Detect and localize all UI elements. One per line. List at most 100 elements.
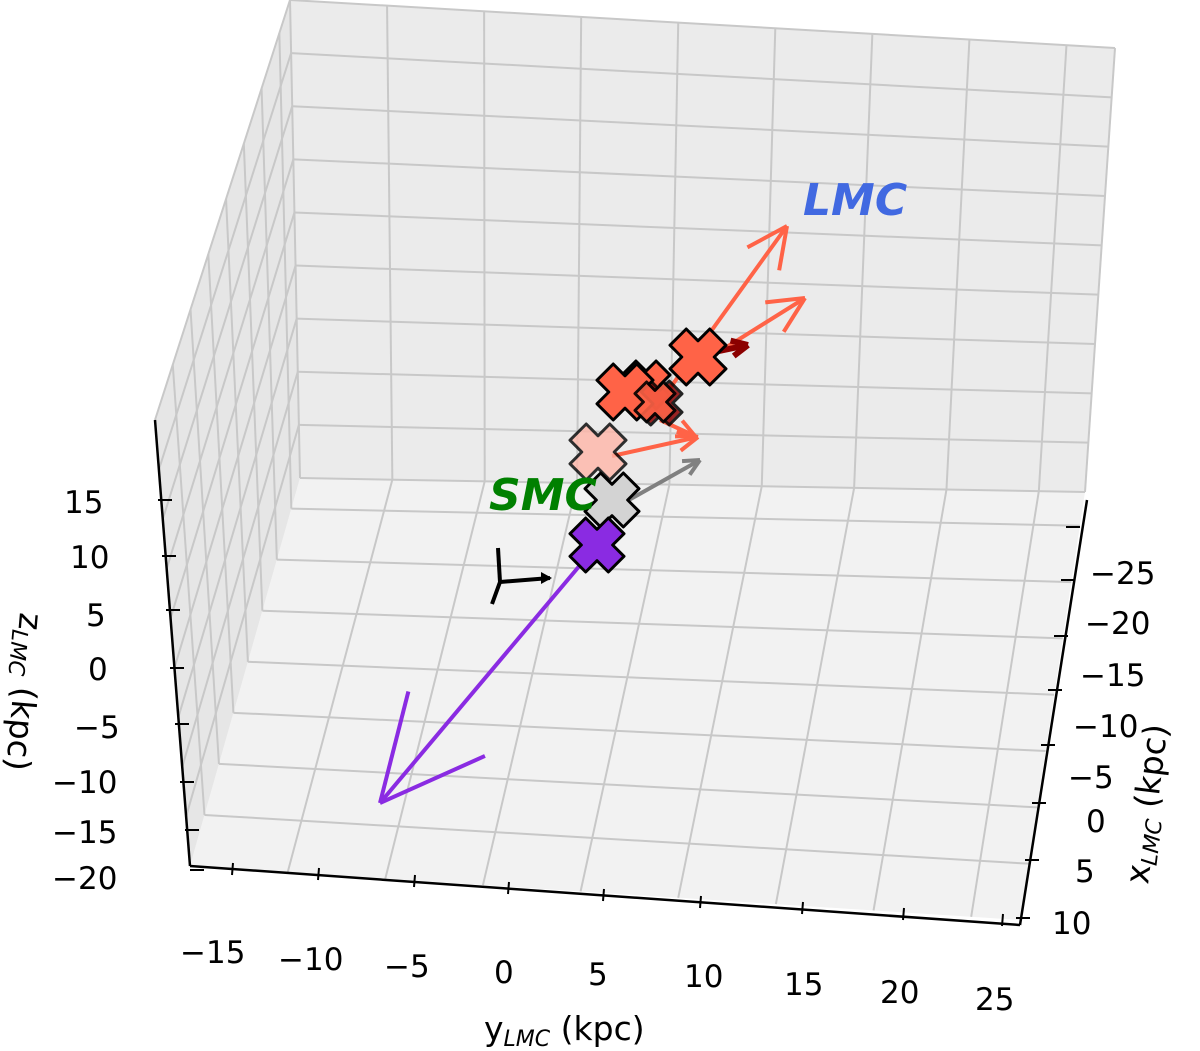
tripod-arrowhead: [541, 572, 552, 584]
z-tick-label: −10: [52, 765, 117, 801]
pane-edge: [1084, 47, 1116, 493]
arrow-darkred-head: [731, 342, 750, 359]
tick-labels: −15 −10 −5 0 5 10 15 20 25 −25 −20 −15 −10 −5 0 5 10 15 10…: [52, 485, 1155, 1018]
z-axis-label: zLMC (kpc): [0, 611, 51, 773]
data-marks: [378, 224, 807, 805]
left-gridline: [260, 88, 278, 560]
back-gridline: [483, 11, 486, 482]
y-tick-label: −15: [180, 935, 245, 971]
z-tick-label: 0: [88, 652, 108, 688]
tripod-arm: [490, 581, 502, 605]
left-gridline: [157, 52, 293, 470]
left-gridline: [185, 424, 300, 817]
arrow-grey-shaft: [619, 458, 701, 507]
floor-gridline: [233, 711, 1046, 753]
back-gridline: [295, 264, 1099, 296]
x-tick-label: 5: [1075, 854, 1095, 890]
pane-edge: [289, 0, 301, 479]
floor-gridline: [247, 660, 1055, 696]
left-gridline: [177, 318, 298, 718]
y-tick-label: 15: [784, 967, 823, 1003]
marker-purple: [568, 516, 626, 574]
z-tick-label: −5: [74, 710, 120, 746]
z-axis-line: [153, 419, 192, 867]
floor-gridline: [384, 481, 486, 879]
floor-gridline: [286, 479, 394, 873]
back-gridline: [293, 158, 1106, 197]
y-tick: [507, 881, 510, 895]
pane-edge: [299, 477, 1086, 493]
y-tick-label: 0: [494, 955, 514, 991]
y-tick: [413, 874, 416, 888]
arrow-tomato-4: [611, 429, 700, 458]
left-gridline: [161, 105, 294, 520]
x-tick-label: −5: [1068, 760, 1114, 796]
back-gridline: [292, 105, 1109, 148]
back-gridline: [297, 370, 1092, 395]
arrow-grey: [619, 458, 702, 507]
left-gridline: [169, 212, 296, 619]
tripod-arm: [496, 547, 502, 583]
arrow-tomato-4-head: [676, 429, 699, 439]
arrow-tomato-1-head: [746, 224, 788, 250]
left-gridline: [173, 265, 297, 669]
floor-gridline: [204, 813, 1029, 865]
floor-gridline: [774, 487, 856, 905]
arrow-purple: [378, 543, 599, 805]
marker-tomato-1: [668, 327, 728, 387]
x-tick-label: 0: [1086, 804, 1106, 840]
y-tick: [801, 901, 804, 915]
arrow-tomato-1-head: [777, 225, 789, 271]
left-gridline: [165, 159, 295, 569]
grid-panes: [154, 0, 1116, 920]
y-tick: [231, 862, 234, 876]
pane-edge: [289, 0, 1116, 49]
annotation-lmc: LMC: [803, 175, 907, 226]
z-tick-label: −15: [52, 815, 117, 851]
left-gridline: [278, 33, 293, 509]
arrow-purple-head: [378, 691, 411, 804]
arrow-purple-shaft: [378, 543, 599, 805]
floor-gridline: [481, 482, 579, 886]
x-tick-label: −15: [1080, 658, 1145, 694]
left-gridline: [189, 309, 220, 764]
arrow-tomato-3-head: [680, 419, 697, 438]
floor-gridline: [579, 484, 671, 892]
back-gridline: [386, 5, 394, 480]
left-gridline: [207, 254, 235, 713]
y-tick-label: −5: [384, 949, 430, 985]
back-pane: [290, 0, 1115, 492]
left-gridline: [181, 371, 299, 768]
y-tick-label: 25: [975, 982, 1014, 1018]
y-tick-label: −10: [278, 942, 343, 978]
back-gridline: [296, 317, 1096, 345]
back-gridline: [760, 28, 777, 487]
z-tick-label: −20: [52, 861, 117, 897]
x-tick-label: −20: [1085, 606, 1150, 642]
floor-gridline: [276, 558, 1072, 584]
z-tick-label: 10: [70, 540, 109, 576]
back-gridline: [294, 211, 1102, 247]
arrow-tomato-2-head: [765, 296, 806, 305]
arrow-purple-head: [379, 754, 486, 805]
z-tick-label: 15: [64, 485, 103, 521]
arrow-grey-head: [681, 458, 701, 464]
y-axis-line: [189, 864, 1021, 927]
arrow-grey-head: [688, 458, 702, 476]
floor-gridline: [970, 491, 1040, 917]
x-tick-label: 10: [1052, 906, 1091, 942]
back-gridline: [1037, 45, 1068, 492]
floor-gridline: [218, 762, 1038, 809]
back-gridline: [853, 33, 874, 488]
left-gridline: [242, 143, 264, 611]
back-gridline: [576, 16, 583, 483]
marker-grey: [583, 471, 641, 529]
x-tick-label: −25: [1090, 556, 1155, 592]
arrow-tomato-4-head: [679, 435, 700, 453]
arrow-tomato-4-shaft: [611, 435, 699, 458]
back-gridline: [291, 52, 1112, 99]
arrow-tomato-2-head: [782, 296, 807, 333]
y-tick: [1001, 913, 1004, 927]
x-tick-label: −10: [1073, 709, 1138, 745]
